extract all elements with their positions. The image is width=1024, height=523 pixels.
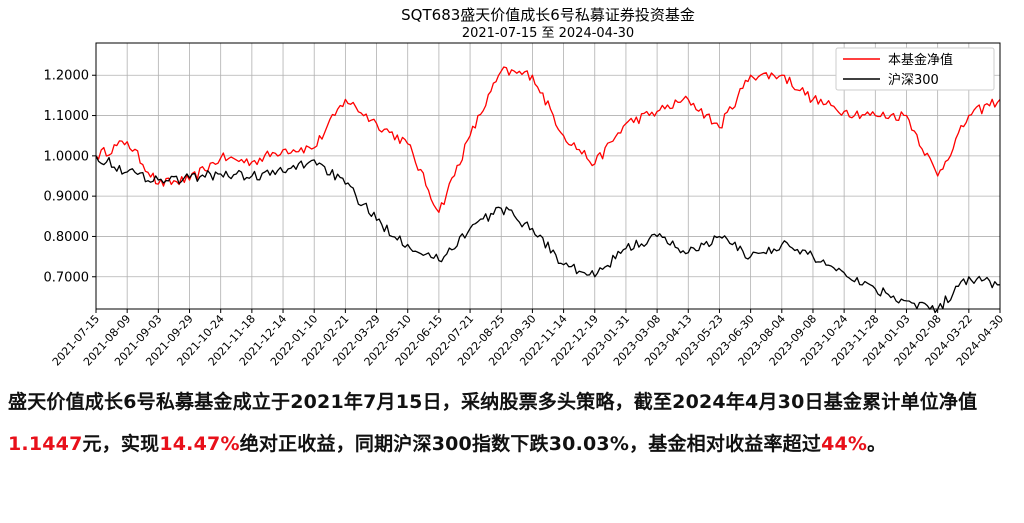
summary-nav-value: 1.1447 <box>8 433 83 455</box>
chart-subtitle: 2021-07-15 至 2024-04-30 <box>462 26 634 41</box>
series-lines <box>95 66 1001 314</box>
csi300-line <box>95 155 1000 314</box>
chart-title: SQT683盛天价值成长6号私募证券投资基金 <box>401 6 695 24</box>
x-axis: 2021-07-152021-08-092021-09-032021-09-29… <box>50 309 1006 369</box>
summary-excess-value: 44% <box>821 433 868 455</box>
y-tick-label: 0.8000 <box>44 230 90 245</box>
summary-return-value: 14.47% <box>159 433 240 455</box>
grid-lines <box>95 43 1001 309</box>
summary-text-4: 。 <box>867 433 887 455</box>
summary-paragraph: 盛天价值成长6号私募基金成立于2021年7月15日，采纳股票多头策略，截至202… <box>8 381 1018 465</box>
fund-nav-line <box>95 66 1001 213</box>
legend-label-index: 沪深300 <box>888 72 939 88</box>
legend-label-fund: 本基金净值 <box>888 52 953 68</box>
y-tick-label: 1.1000 <box>44 109 90 124</box>
y-tick-label: 0.7000 <box>44 270 90 285</box>
plot-frame <box>95 42 1001 310</box>
summary-text-1: 盛天价值成长6号私募基金成立于2021年7月15日，采纳股票多头策略，截至202… <box>8 391 978 413</box>
legend: 本基金净值 沪深300 <box>835 47 995 91</box>
y-axis: 1.2000 1.1000 1.0000 0.9000 0.8000 0.7000 <box>44 69 96 285</box>
nav-chart: SQT683盛天价值成长6号私募证券投资基金 2021-07-15 至 2024… <box>44 6 1007 369</box>
summary-text-2: 元，实现 <box>82 433 160 455</box>
y-tick-label: 0.9000 <box>44 190 90 205</box>
y-tick-label: 1.2000 <box>44 69 90 84</box>
summary-text-3: 绝对正收益，同期沪深300指数下跌30.03%，基金相对收益率超过 <box>239 433 822 455</box>
y-tick-label: 1.0000 <box>44 149 90 164</box>
